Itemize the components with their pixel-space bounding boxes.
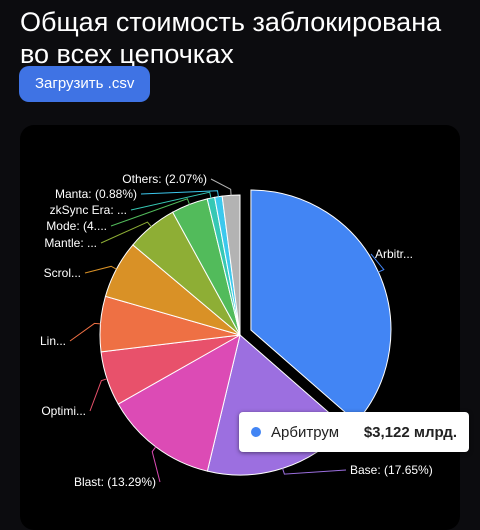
tooltip-value: $3,122 млрд. — [363, 423, 457, 441]
page-title: Общая стоимость заблокирована во всех це… — [20, 7, 442, 69]
pie-slice-blast-13-29[interactable] — [117, 333, 241, 472]
pie-leader-line — [140, 190, 219, 197]
pie-slice-label: Others: (2.07%) — [122, 172, 207, 186]
pie-slice-label: Mantle: ... — [44, 236, 97, 250]
tooltip-series-dot — [251, 427, 261, 437]
pie-leader-line — [370, 253, 385, 273]
pie-slice-arbitr[interactable] — [250, 189, 392, 423]
pie-leader-line — [210, 178, 232, 196]
chart-card: Arbitr... Base: (17.65%) Blast: (13.29%) Op… — [20, 125, 469, 530]
pie-slice-label: Scrol... — [44, 266, 81, 280]
pie-leader-line — [130, 191, 212, 211]
pie-slice-label: Blast: (13.29%) — [74, 475, 156, 489]
pie-slice-label: zkSync Era: ... — [50, 203, 127, 217]
pie-slice-label: Lin... — [40, 334, 66, 348]
chart-tooltip: Арбитрум $3,122 млрд. — [239, 412, 469, 452]
pie-slice-label: Manta: (0.88%) — [55, 187, 137, 201]
pie-slice-label: Base: (17.65%) — [350, 463, 433, 477]
pie-slice-label: Optimi... — [41, 404, 86, 418]
pie-leader-line — [151, 446, 161, 483]
pie-leader-line — [110, 198, 190, 227]
pie-leader-line — [282, 468, 347, 475]
pie-slice-label: Mode: (4.... — [46, 219, 107, 233]
pie-leader-line — [84, 265, 117, 274]
download-csv-button[interactable]: Загрузить .csv — [19, 66, 151, 102]
pie-leader-line — [100, 221, 152, 244]
pie-slice-label: Arbitr... — [375, 247, 413, 261]
pie-leader-line — [89, 378, 108, 412]
pie-chart: Arbitr... Base: (17.65%) Blast: (13.29%) Op… — [40, 172, 433, 489]
tooltip-series-name: Арбитрум — [271, 423, 340, 441]
pie-leader-line — [69, 322, 101, 342]
